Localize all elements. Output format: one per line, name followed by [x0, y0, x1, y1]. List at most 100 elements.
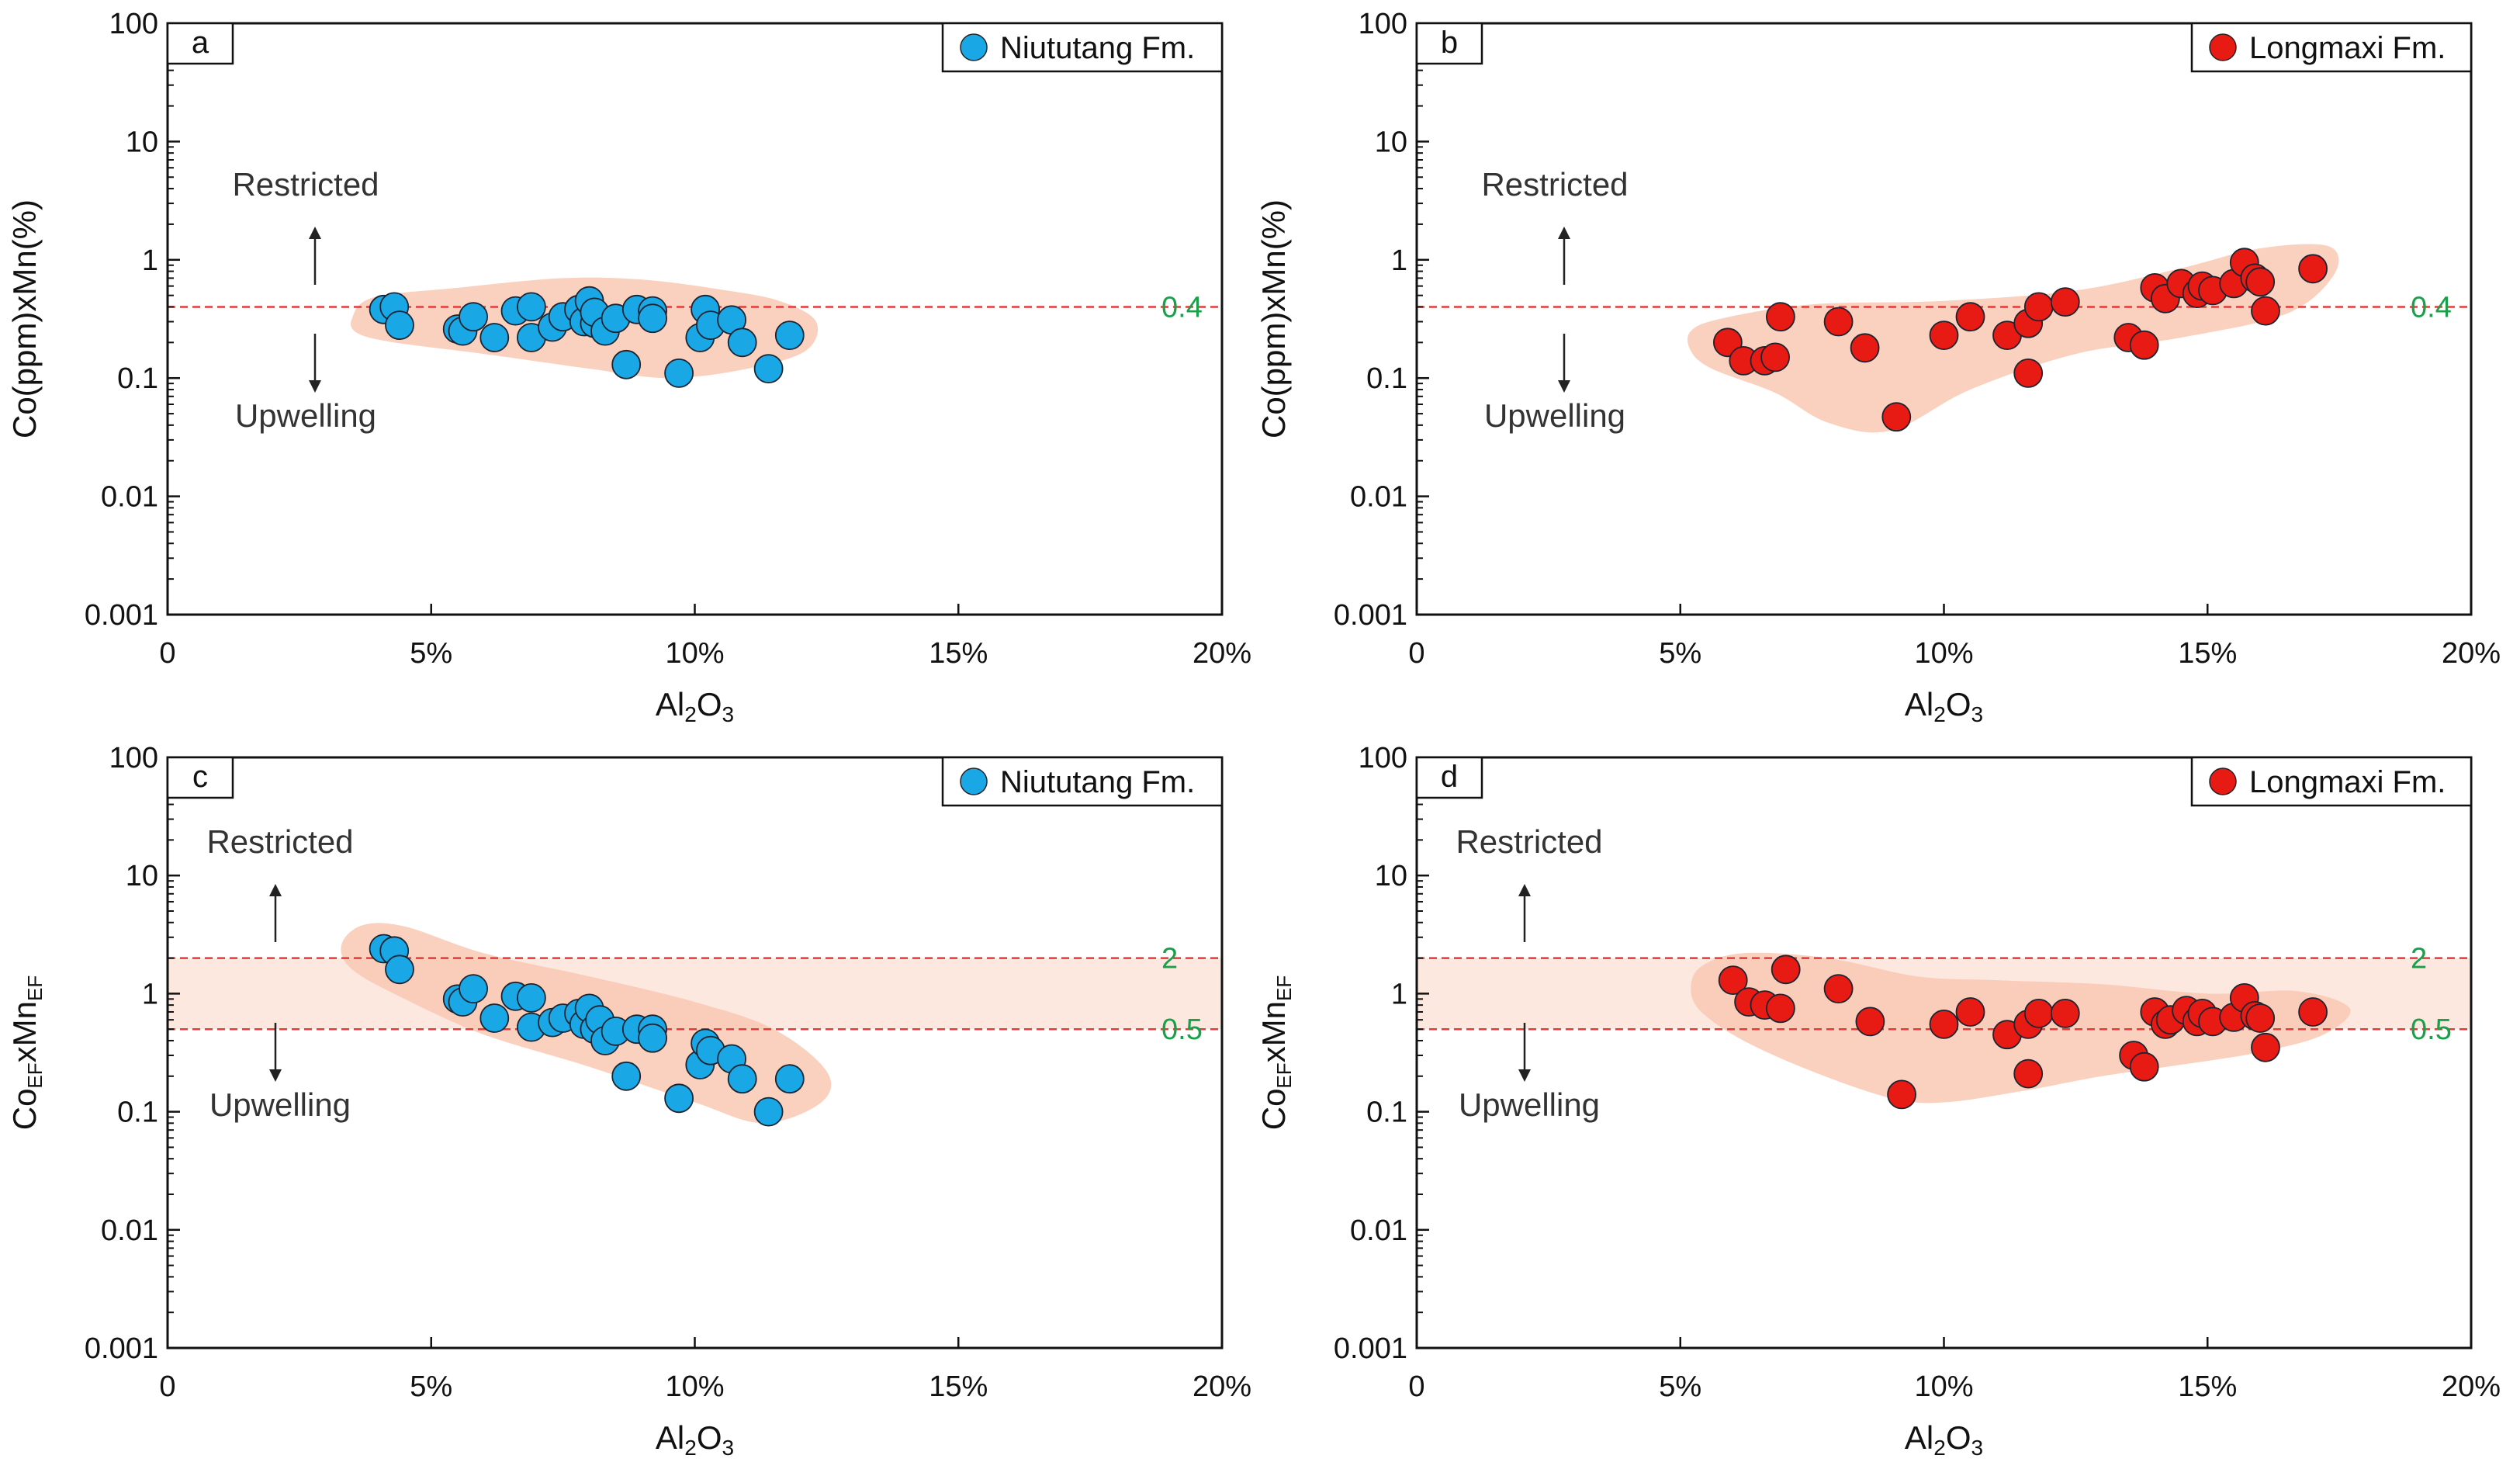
arrow-up-head-icon	[309, 227, 321, 239]
data-point	[2298, 254, 2328, 284]
annotation-restricted: Restricted	[232, 166, 379, 203]
data-point	[2251, 296, 2280, 326]
legend-box	[2190, 756, 2473, 807]
data-point	[1850, 333, 1880, 363]
y-tick-label: 1	[1391, 244, 1407, 277]
y-tick-label: 0.01	[1350, 481, 1407, 514]
data-point	[2013, 1058, 2044, 1089]
data-point	[2245, 267, 2276, 297]
x-tick-label: 15%	[2178, 1370, 2237, 1403]
x-tick-label: 0	[159, 1370, 175, 1403]
y-tick-label: 0.01	[101, 1214, 158, 1247]
y-tick-label: 1	[1391, 978, 1407, 1010]
data-point	[1955, 997, 1985, 1027]
annotation-restricted: Restricted	[1481, 166, 1628, 203]
data-point	[1718, 965, 1748, 995]
x-tick-label: 10%	[665, 637, 724, 670]
data-point	[517, 292, 546, 322]
y-tick-label: 0.01	[101, 481, 158, 514]
y-tick-label: 1	[142, 244, 158, 277]
x-tick-label: 20%	[1192, 637, 1251, 670]
threshold-label: 2	[2411, 943, 2427, 975]
data-point	[638, 303, 667, 334]
threshold-label: 2	[1161, 943, 1178, 975]
panel-b: 0.4 0.001 0.01 0.1 1 10 100 0 5% 10% 15% 20% Al2O3 Co…	[1255, 8, 2501, 726]
x-tick-label: 0	[159, 637, 175, 670]
legend-box	[941, 22, 1224, 73]
data-point	[2298, 997, 2328, 1027]
y-tick-label: 100	[1359, 8, 1407, 40]
threshold-label: 0.4	[2411, 291, 2452, 324]
arrow-up-head-icon	[1558, 227, 1570, 239]
x-axis-title: Al2O3	[656, 686, 734, 726]
y-tick-label: 0.01	[1350, 1214, 1407, 1247]
data-point	[459, 974, 488, 1003]
data-point	[1771, 955, 1801, 985]
data-point	[1887, 1079, 1917, 1110]
data-point	[1823, 307, 1854, 337]
threshold-label: 0.5	[1161, 1013, 1203, 1046]
data-point	[638, 1023, 667, 1053]
panel-c: 2 0.5 0.001 0.01 0.1 1 10 100 0 5% 10% 15% 20% Al2O3 C…	[6, 742, 1251, 1460]
y-tick-label: 1	[142, 978, 158, 1010]
panel-label-box	[1415, 756, 1483, 799]
x-tick-label: 5%	[1659, 637, 1701, 670]
data-point	[774, 320, 805, 351]
x-tick-label: 20%	[2442, 1370, 2501, 1403]
data-point	[2251, 1032, 2280, 1062]
arrow-down-head-icon	[269, 1069, 282, 1082]
x-tick-label: 10%	[665, 1370, 724, 1403]
data-point	[385, 310, 414, 341]
y-tick-label: 0.1	[117, 1097, 158, 1129]
data-point	[1765, 302, 1795, 332]
x-tick-label: 20%	[1192, 1370, 1251, 1403]
legend-label: Longmaxi Fm.	[2249, 765, 2446, 799]
arrow-down-head-icon	[1558, 380, 1570, 393]
data-point	[459, 302, 488, 332]
data-point	[479, 323, 510, 352]
arrow-down-head-icon	[1518, 1069, 1531, 1082]
annotation-upwelling: Upwelling	[235, 397, 376, 434]
panel-label: b	[1441, 26, 1458, 60]
arrow-up-head-icon	[269, 884, 282, 896]
panel-label: a	[192, 26, 209, 60]
data-point	[753, 1097, 784, 1127]
y-tick-label: 10	[126, 860, 158, 892]
y-tick-label: 0.001	[1334, 1332, 1407, 1365]
data-point	[517, 983, 546, 1013]
data-point	[727, 327, 757, 358]
x-tick-label: 5%	[410, 637, 452, 670]
legend-box	[941, 756, 1224, 807]
legend-label: Niututang Fm.	[1000, 31, 1195, 65]
x-tick-label: 15%	[2178, 637, 2237, 670]
data-point	[1881, 402, 1912, 432]
data-point	[664, 358, 694, 388]
y-tick-label: 0.1	[1366, 1097, 1407, 1129]
x-tick-label: 5%	[1659, 1370, 1701, 1403]
data-point	[664, 1083, 694, 1114]
data-point	[611, 349, 642, 379]
legend-label: Longmaxi Fm.	[2249, 31, 2446, 65]
x-tick-label: 0	[1408, 637, 1424, 670]
panel-label-box	[1415, 22, 1483, 65]
data-point	[1929, 1010, 1959, 1039]
data-point	[2023, 999, 2054, 1028]
legend-marker	[2209, 767, 2237, 795]
data-point	[1855, 1007, 1885, 1037]
x-tick-label: 0	[1408, 1370, 1424, 1403]
y-tick-label: 0.001	[1334, 599, 1407, 632]
annotation-restricted: Restricted	[206, 823, 353, 860]
legend-marker	[2209, 33, 2237, 61]
y-tick-label: 0.1	[1366, 362, 1407, 395]
legend-box	[2190, 22, 2473, 73]
y-tick-label: 0.001	[85, 1332, 158, 1365]
annotation-upwelling: Upwelling	[1459, 1086, 1600, 1123]
x-tick-label: 20%	[2442, 637, 2501, 670]
annotation-upwelling: Upwelling	[1484, 397, 1625, 434]
threshold-label: 0.4	[1161, 291, 1203, 324]
y-tick-label: 10	[1375, 860, 1407, 892]
panel-label: d	[1441, 760, 1458, 794]
data-point	[2129, 1052, 2159, 1082]
legend-marker	[960, 767, 988, 795]
